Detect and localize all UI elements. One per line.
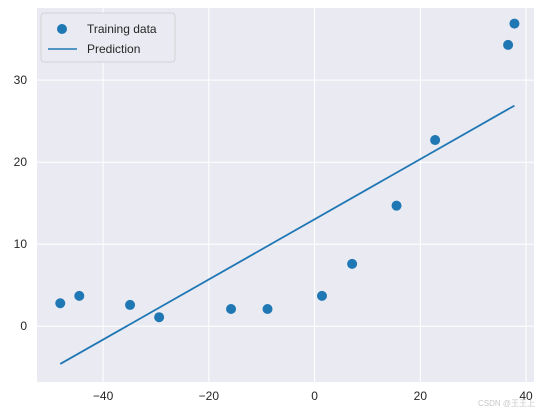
- legend-label-prediction: Prediction: [87, 42, 140, 56]
- training-data-point: [347, 258, 358, 269]
- x-tick-label: 0: [311, 389, 318, 403]
- training-data-point: [74, 290, 85, 301]
- grid-lines: [37, 8, 534, 382]
- legend: Training data Prediction: [40, 12, 176, 63]
- training-data-point: [509, 18, 520, 29]
- plot-area: [37, 8, 534, 382]
- legend-label-training-data: Training data: [87, 22, 157, 36]
- x-tick-label: −40: [93, 389, 114, 403]
- prediction-line: [59, 104, 515, 365]
- training-data-point: [154, 312, 165, 323]
- data-marks: [55, 18, 520, 365]
- training-data-point: [226, 304, 237, 315]
- training-data-point: [125, 299, 136, 310]
- x-tick-label: −20: [199, 389, 220, 403]
- training-data-point: [503, 39, 514, 50]
- x-tick-label: 20: [414, 389, 428, 403]
- y-tick-label: 20: [14, 155, 28, 169]
- y-tick-label: 10: [14, 237, 28, 251]
- training-data-point: [55, 298, 66, 309]
- y-tick-label: 0: [20, 319, 27, 333]
- training-data-point: [391, 200, 402, 211]
- training-data-point: [430, 135, 441, 146]
- y-tick-label: 30: [14, 73, 28, 87]
- watermark: CSDN @王王上: [477, 399, 535, 408]
- legend-scatter-marker: [57, 24, 67, 34]
- training-data-point: [262, 304, 273, 315]
- tick-labels: −40 −20 0 20 40 0 10 20 30: [14, 73, 533, 403]
- x-tick-label: 40: [519, 389, 533, 403]
- training-data-point: [316, 290, 327, 301]
